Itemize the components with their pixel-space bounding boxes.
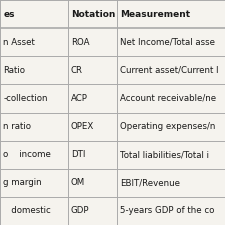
Bar — [0, 0, 225, 28]
Text: es: es — [3, 9, 15, 19]
Text: -collection: -collection — [3, 94, 48, 103]
Text: domestic: domestic — [3, 207, 51, 216]
Text: Net Income/Total asse: Net Income/Total asse — [120, 38, 215, 47]
Text: CR: CR — [71, 66, 83, 75]
Bar — [0, 141, 225, 169]
Text: Total liabilities/Total i: Total liabilities/Total i — [120, 150, 209, 159]
Bar — [0, 112, 225, 141]
Text: Measurement: Measurement — [120, 9, 191, 19]
Text: Operating expenses/n: Operating expenses/n — [120, 122, 216, 131]
Text: 5-years GDP of the co: 5-years GDP of the co — [120, 207, 215, 216]
Text: Notation: Notation — [71, 9, 115, 19]
Bar — [0, 84, 225, 112]
Text: n ratio: n ratio — [3, 122, 31, 131]
Text: OPEX: OPEX — [71, 122, 94, 131]
Bar — [0, 28, 225, 56]
Text: Account receivable/ne: Account receivable/ne — [120, 94, 216, 103]
Text: EBIT/Revenue: EBIT/Revenue — [120, 178, 180, 187]
Text: g margin: g margin — [3, 178, 42, 187]
Text: ACP: ACP — [71, 94, 88, 103]
Bar — [0, 56, 225, 84]
Text: OM: OM — [71, 178, 85, 187]
Text: GDP: GDP — [71, 207, 89, 216]
Text: ROA: ROA — [71, 38, 89, 47]
Bar — [0, 197, 225, 225]
Text: Current asset/Current l: Current asset/Current l — [120, 66, 219, 75]
Bar — [0, 169, 225, 197]
Text: o    income: o income — [3, 150, 51, 159]
Text: n Asset: n Asset — [3, 38, 35, 47]
Text: Ratio: Ratio — [3, 66, 25, 75]
Text: DTI: DTI — [71, 150, 85, 159]
